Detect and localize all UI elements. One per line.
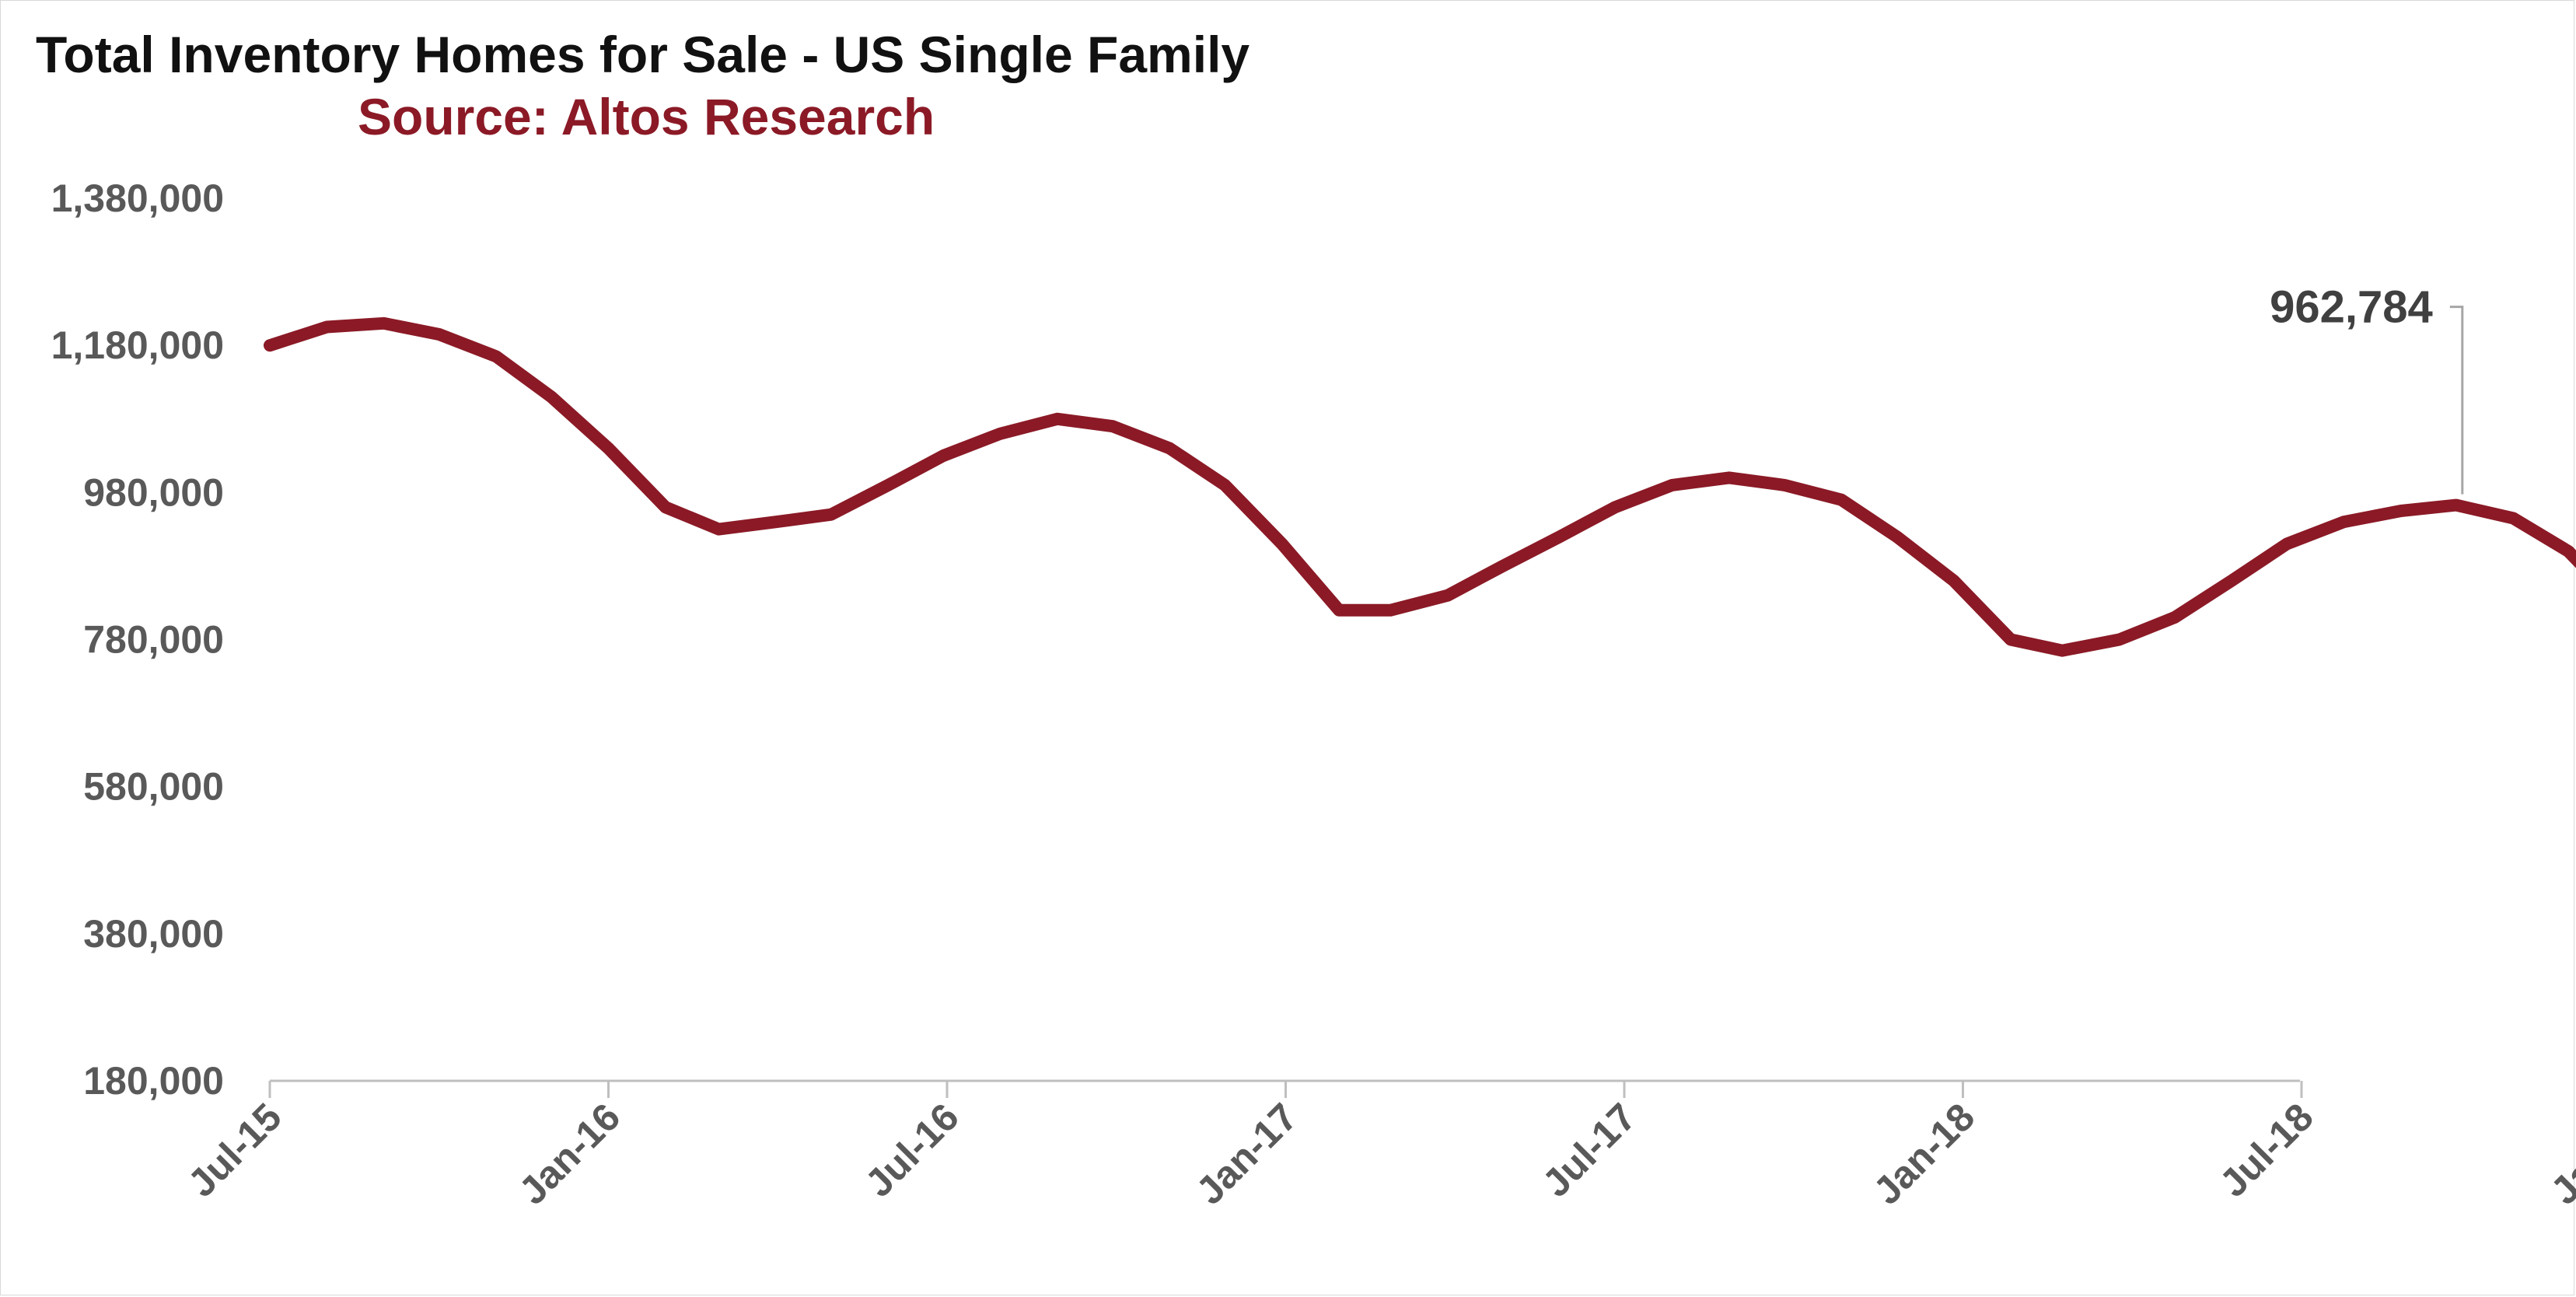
x-tick-label: Jul-17 xyxy=(1534,1095,1645,1205)
y-tick-label: 580,000 xyxy=(83,765,224,809)
x-tick-label: Jul-15 xyxy=(180,1095,290,1205)
x-tick-label: Jan-19 xyxy=(2543,1095,2576,1213)
annotation-label: 962,784 xyxy=(2270,282,2433,333)
y-tick-label: 980,000 xyxy=(83,470,224,514)
y-tick-label: 380,000 xyxy=(83,912,224,956)
annotation-labels: 962,784936,051549,819422,770571,944 xyxy=(2270,282,2433,333)
chart-title: Total Inventory Homes for Sale - US Sing… xyxy=(36,26,1250,83)
x-axis-ticks: Jul-15 Jan-16 Jul-16 Jan-17 Jul-17 Jan-18 Jul-… xyxy=(180,1081,2576,1213)
x-tick-label: Jan-16 xyxy=(511,1095,629,1213)
x-tick-label: Jan-18 xyxy=(1865,1095,1984,1213)
x-tick-label: Jul-18 xyxy=(2211,1095,2322,1205)
y-tick-label: 180,000 xyxy=(83,1059,224,1103)
x-tick-label: Jul-16 xyxy=(857,1095,967,1205)
annotation-leader xyxy=(2449,306,2464,495)
y-tick-label: 780,000 xyxy=(83,618,224,662)
annotation-leaders xyxy=(2449,306,2464,495)
y-tick-label: 1,380,000 xyxy=(51,177,224,220)
y-axis-ticks: 1,380,000 1,180,000 980,000 780,000 580,000 3… xyxy=(51,177,224,1103)
series-line xyxy=(264,316,2576,657)
chart-subtitle: Source: Altos Research xyxy=(358,88,935,145)
y-tick-label: 1,180,000 xyxy=(51,323,224,367)
x-tick-label: Jan-17 xyxy=(1188,1095,1306,1213)
